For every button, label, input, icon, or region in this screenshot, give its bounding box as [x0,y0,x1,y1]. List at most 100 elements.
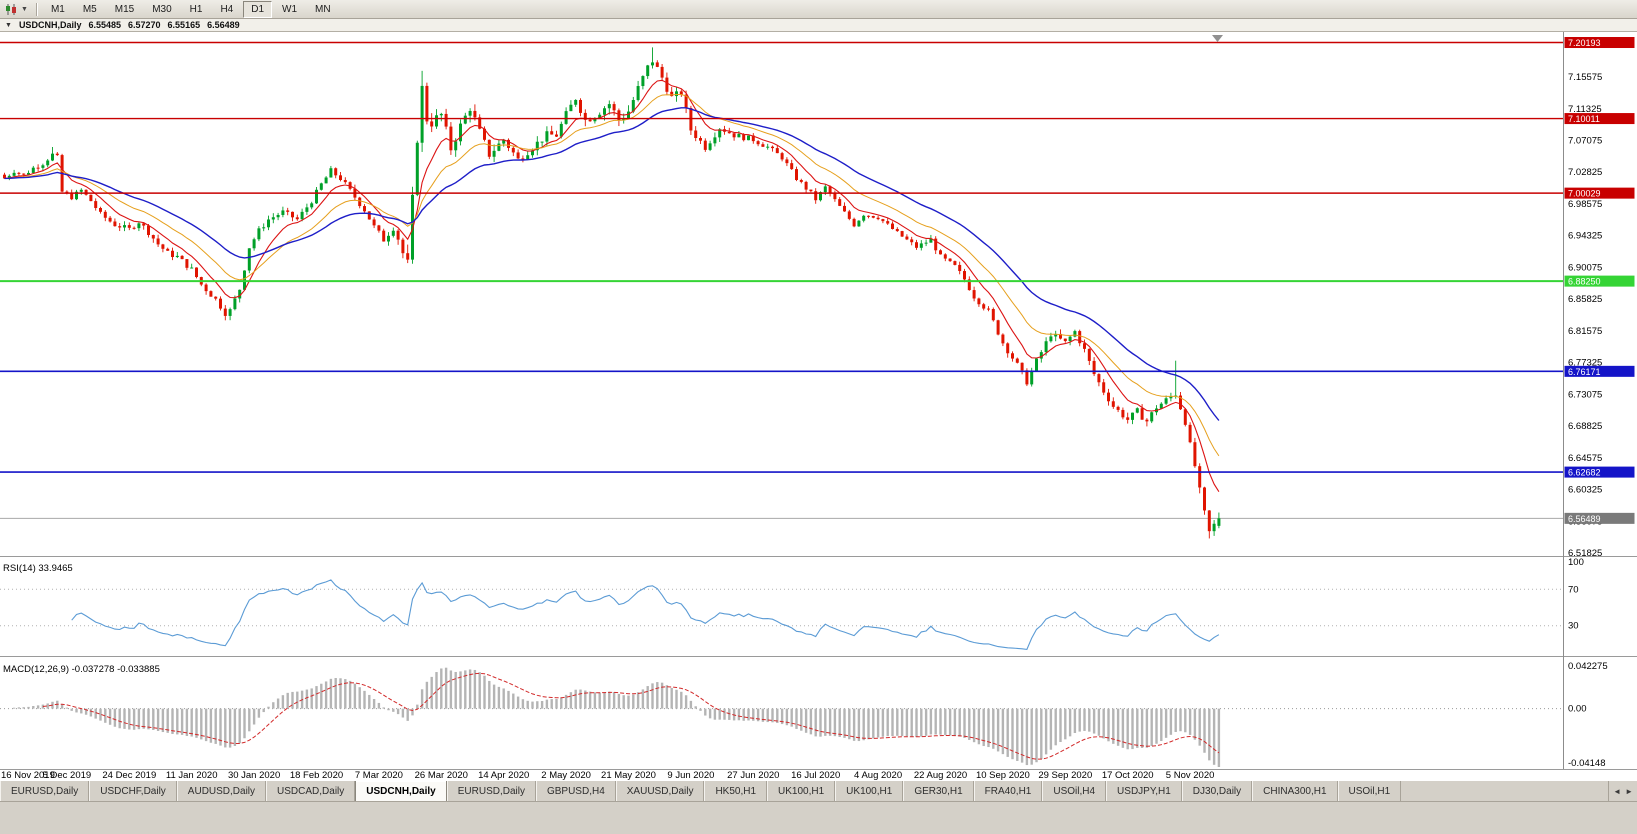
ohlc-close: 6.56489 [207,20,240,30]
pane-separator-highlight [0,557,1637,558]
tab-uk100-h1[interactable]: UK100,H1 [835,781,904,801]
pane-separator[interactable] [0,769,1637,770]
date-label: 16 Nov 2019 [1,770,55,780]
timeframe-button-m30[interactable]: M30 [152,3,172,15]
date-label: 5 Dec 2019 [43,770,92,780]
date-label: 24 Dec 2019 [102,770,156,780]
date-label: 2 May 2020 [541,770,591,780]
date-label: 27 Jun 2020 [727,770,779,780]
timeframe-button-d1[interactable]: D1 [243,0,273,18]
price-tag-7.00029: 7.00029 [1564,187,1635,199]
date-label: 10 Sep 2020 [976,770,1030,780]
candlestick-glyph [6,3,16,15]
tab-usdcnh-daily[interactable]: USDCNH,Daily [355,781,447,801]
svg-text:6.56489: 6.56489 [1568,514,1601,524]
timeframe-button-m15[interactable]: M15 [114,3,135,15]
tab-china300-h1[interactable]: CHINA300,H1 [1252,781,1338,801]
tab-fra40-h1[interactable]: FRA40,H1 [973,781,1043,801]
chart-titlebar: ▼ USDCNH,Daily 6.55485 6.57270 6.55165 6… [0,19,1637,32]
chart-window: ▼ USDCNH,Daily 6.55485 6.57270 6.55165 6… [0,19,1637,780]
timeframe-button-mn[interactable]: MN [315,3,331,15]
macd-scale-bottom: -0.04148 [1568,758,1606,769]
rsi-scale-100: 100 [1568,557,1584,568]
chart-type-dropdown-icon[interactable]: ▼ [21,5,28,13]
price-tick-label: 7.15575 [1568,72,1602,83]
price-tick-label: 6.60325 [1568,485,1602,496]
tab-uk100-h1[interactable]: UK100,H1 [767,781,836,801]
macd-scale-zero: 0.00 [1568,704,1587,715]
chart-shift-marker-icon[interactable] [1212,35,1223,42]
svg-text:7.20193: 7.20193 [1568,38,1601,48]
tab-audusd-daily[interactable]: AUDUSD,Daily [176,781,267,801]
macd-label: MACD(12,26,9) -0.037278 -0.033885 [3,664,160,675]
price-tick-label: 6.64575 [1568,453,1602,464]
price-tick-label: 6.98575 [1568,199,1602,210]
price-tick-label: 6.94325 [1568,231,1602,242]
status-strip [0,801,1637,834]
price-tag-7.20193: 7.20193 [1564,37,1635,49]
timeframe-button-h1[interactable]: H1 [189,3,203,15]
collapse-arrow-icon[interactable]: ▼ [5,21,12,29]
svg-text:6.88250: 6.88250 [1568,277,1601,287]
toolbar-separator [35,2,37,16]
tab-usdcad-daily[interactable]: USDCAD,Daily [266,781,356,801]
date-label: 7 Mar 2020 [355,770,403,780]
price-tick-label: 6.90075 [1568,262,1602,273]
tab-ger30-h1[interactable]: GER30,H1 [903,781,974,801]
rsi-scale-70: 70 [1568,584,1579,595]
chart-canvas[interactable]: RSI(14) 33.9465 100 70 30 0.042275 0.00 -0.041… [0,32,1637,780]
tab-eurusd-daily[interactable]: EURUSD,Daily [446,781,536,801]
moving-average-8 [4,79,1220,492]
timeframe-button-m5[interactable]: M5 [82,3,97,15]
timeframe-button-h4[interactable]: H4 [220,3,234,15]
price-tick-label: 7.11325 [1568,104,1602,115]
price-scale[interactable]: 7.15575 7.11325 7.07075 7.02825 6.98575 6.943… [1564,37,1635,559]
moving-average-34 [4,107,1220,421]
tab-scroll-right-icon[interactable]: ► [1625,786,1633,796]
chart-type-icon[interactable] [3,2,21,17]
timeframe-button-w1[interactable]: W1 [282,3,298,15]
rsi-line [71,579,1220,650]
date-label: 22 Aug 2020 [914,770,967,780]
tab-xauusd-daily[interactable]: XAUUSD,Daily [615,781,705,801]
ohlc-open: 6.55485 [88,20,121,30]
price-tick-label: 7.02825 [1568,167,1602,178]
date-label: 14 Apr 2020 [478,770,529,780]
macd-signal-line [42,672,1220,760]
timeframe-button-m1[interactable]: M1 [50,3,65,15]
date-label: 17 Oct 2020 [1102,770,1154,780]
date-label: 26 Mar 2020 [415,770,468,780]
price-tick-label: 6.85825 [1568,294,1602,305]
macd-histogram [12,667,1221,767]
tab-usoil-h4[interactable]: USOil,H4 [1042,781,1107,801]
pane-separator[interactable] [0,656,1637,657]
date-label: 9 Jun 2020 [667,770,714,780]
pane-separator[interactable] [0,556,1637,557]
date-label: 5 Nov 2020 [1166,770,1215,780]
price-tag-6.56489: 6.56489 [1564,512,1635,524]
chart-symbol-title: USDCNH,Daily [18,20,82,30]
tab-usdchf-daily[interactable]: USDCHF,Daily [89,781,177,801]
tab-usdjpy-h1[interactable]: USDJPY,H1 [1106,781,1182,801]
tab-hk50-h1[interactable]: HK50,H1 [704,781,768,801]
moving-average-18 [4,94,1220,457]
tab-eurusd-daily[interactable]: EURUSD,Daily [0,781,90,801]
date-label: 30 Jan 2020 [228,770,280,780]
tab-gbpusd-h4[interactable]: GBPUSD,H4 [535,781,616,801]
date-label: 4 Aug 2020 [854,770,902,780]
candles-layer [3,47,1221,539]
timeframe-button-group: M1 M5 M15 M30 H1 H4 D1 W1 MN [42,0,340,18]
chart-tabs: EURUSD,Daily USDCHF,Daily AUDUSD,Daily USDC… [0,781,1608,801]
price-tick-label: 7.07075 [1568,135,1602,146]
date-label: 18 Feb 2020 [290,770,343,780]
ohlc-high: 6.57270 [128,20,161,30]
price-tick-label: 6.73075 [1568,389,1602,400]
tab-dj30-daily[interactable]: DJ30,Daily [1181,781,1253,801]
chart-tabs-bar: EURUSD,Daily USDCHF,Daily AUDUSD,Daily USDC… [0,780,1637,801]
svg-text:6.76171: 6.76171 [1568,367,1601,377]
tab-scroll-left-icon[interactable]: ◄ [1613,786,1622,796]
tab-usoil-h1[interactable]: USOil,H1 [1337,781,1402,801]
svg-text:7.10011: 7.10011 [1568,114,1600,124]
pane-separator-highlight [0,657,1637,658]
